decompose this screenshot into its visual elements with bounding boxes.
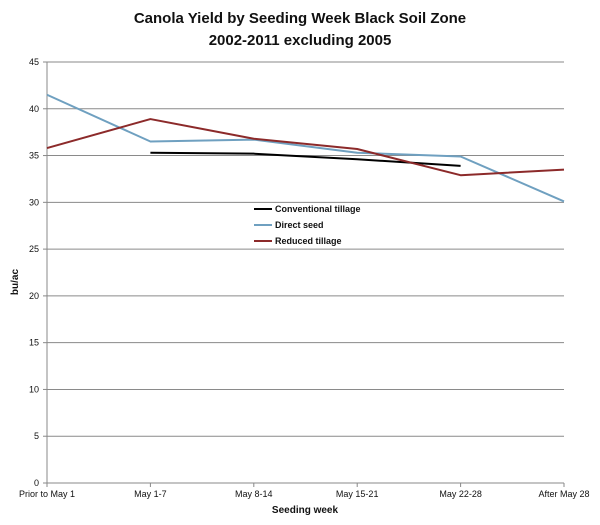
- gridlines: [47, 61, 564, 437]
- series-line-reduced-tillage: [46, 118, 565, 177]
- x-tick-label: Prior to May 1: [19, 489, 75, 499]
- x-tick-label: May 1-7: [134, 489, 167, 499]
- legend-entry: Reduced tillage: [275, 236, 342, 246]
- series-line-direct-seed: [46, 93, 565, 203]
- x-tick-label: May 15-21: [336, 489, 379, 499]
- y-tick-label: 0: [34, 478, 39, 488]
- x-tick-label: May 22-28: [439, 489, 482, 499]
- y-tick-label: 35: [29, 151, 39, 161]
- axes: [46, 62, 564, 484]
- y-tick-label: 30: [29, 197, 39, 207]
- chart-subtitle: 2002-2011 excluding 2005: [209, 32, 392, 49]
- x-tick-label: May 8-14: [235, 489, 273, 499]
- y-tick-label: 25: [29, 244, 39, 254]
- y-tick-label: 5: [34, 431, 39, 441]
- y-tick-label: 10: [29, 384, 39, 394]
- legend-entry: Direct seed: [275, 220, 324, 230]
- legend-entry: Conventional tillage: [275, 204, 361, 214]
- y-tick-label: 20: [29, 291, 39, 301]
- legend: Conventional tillage Direct seed Reduced t…: [254, 204, 361, 246]
- x-tick-label: After May 28: [538, 489, 589, 499]
- x-axis-label: Seeding week: [272, 505, 339, 516]
- chart-title: Canola Yield by Seeding Week Black Soil …: [134, 10, 466, 27]
- y-tick-labels: 0 5 10 15 20 25 30 35 40 45: [29, 57, 47, 488]
- series-lines: [46, 93, 565, 203]
- y-tick-label: 40: [29, 104, 39, 114]
- y-tick-label: 45: [29, 57, 39, 67]
- y-axis-label: bu/ac: [10, 269, 21, 296]
- x-tick-labels: Prior to May 1 May 1-7 May 8-14 May 15-21 Ma…: [19, 483, 590, 499]
- y-tick-label: 15: [29, 338, 39, 348]
